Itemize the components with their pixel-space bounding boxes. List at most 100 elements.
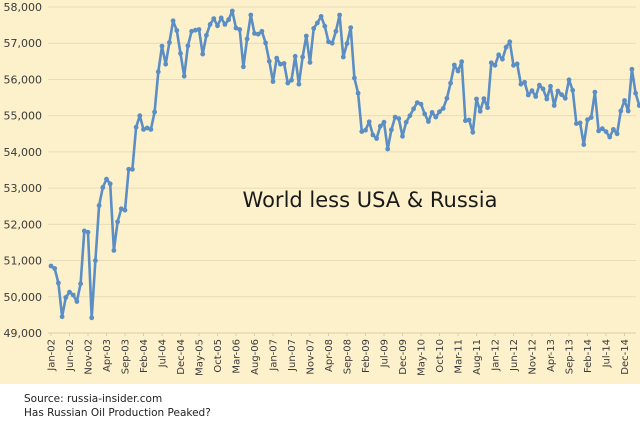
data-point — [599, 126, 605, 132]
data-point — [507, 39, 513, 45]
x-tick-label: May-10 — [417, 339, 428, 376]
chart-area: 49,000 50,000 51,000 52,000 53,000 54,000 55,0… — [0, 0, 640, 384]
data-point — [289, 77, 294, 83]
data-point — [496, 52, 502, 58]
data-point — [566, 77, 572, 83]
data-point — [96, 203, 102, 208]
x-tick-label: Jul-14 — [602, 339, 613, 368]
data-point — [477, 108, 483, 114]
x-tick-label: Mar-11 — [454, 339, 465, 374]
data-point — [118, 206, 124, 212]
x-tick-label: Jul-04 — [158, 339, 169, 368]
x-tick-label: Sep-08 — [343, 339, 354, 374]
x-tick-label: Aug-11 — [472, 339, 483, 375]
data-point — [296, 81, 302, 87]
y-tick-label: 53,000 — [4, 182, 43, 195]
data-point — [307, 60, 313, 65]
y-tick-label: 58,000 — [4, 1, 43, 14]
data-point — [155, 69, 161, 75]
data-point — [374, 136, 379, 141]
data-point — [407, 113, 413, 119]
data-point — [170, 18, 176, 24]
data-point — [463, 118, 468, 124]
data-point — [511, 62, 516, 68]
data-point — [104, 176, 109, 182]
data-point — [451, 62, 457, 68]
y-tick-label: 49,000 — [4, 327, 43, 340]
x-tick-label: Dec-04 — [176, 339, 187, 375]
data-point — [70, 292, 76, 298]
data-point — [233, 25, 239, 31]
data-point — [89, 315, 95, 321]
data-point — [93, 258, 98, 263]
data-point — [466, 117, 472, 123]
x-tick-label: Oct-05 — [213, 339, 224, 373]
data-point — [488, 60, 494, 66]
data-point — [229, 8, 235, 14]
data-point — [363, 127, 368, 133]
data-point — [333, 28, 339, 34]
data-point — [237, 27, 243, 32]
y-tick-label: 52,000 — [4, 218, 43, 231]
data-point — [159, 43, 165, 49]
x-tick-label: Jan-07 — [269, 339, 280, 372]
data-point — [337, 12, 342, 18]
data-point — [614, 131, 620, 137]
data-point — [56, 280, 61, 286]
data-point — [585, 117, 590, 123]
data-point — [537, 82, 542, 88]
data-point — [192, 27, 198, 33]
data-point — [270, 79, 276, 84]
source-text: Source: russia-insider.com — [24, 393, 163, 405]
data-point — [485, 105, 490, 111]
data-point — [577, 120, 583, 126]
data-point — [596, 128, 601, 134]
data-point — [574, 121, 579, 126]
data-point — [111, 248, 117, 253]
chart-title: World less USA & Russia — [243, 188, 498, 212]
data-point — [211, 16, 217, 21]
data-point — [241, 64, 246, 70]
x-tick-label: Dec-14 — [620, 339, 631, 375]
data-point — [196, 27, 202, 32]
x-tick-label: Apr-03 — [102, 339, 113, 372]
data-point — [618, 108, 624, 114]
x-tick-label: Sep-03 — [121, 339, 132, 374]
data-point — [137, 113, 143, 119]
line-chart: 49,000 50,000 51,000 52,000 53,000 54,000 55,0… — [4, 1, 640, 376]
x-tick-label: Aug-06 — [250, 339, 261, 375]
y-tick-label: 51,000 — [4, 255, 43, 268]
data-point — [522, 79, 527, 85]
x-tick-label: Apr-08 — [324, 339, 335, 372]
data-point — [85, 229, 91, 235]
data-point — [263, 40, 268, 46]
data-point — [455, 68, 461, 74]
data-point — [592, 89, 598, 95]
x-tick-label: Nov-12 — [528, 339, 539, 375]
data-point — [63, 295, 69, 300]
data-point — [300, 54, 305, 60]
data-point — [326, 39, 331, 45]
x-tick-label: Jan-12 — [491, 339, 502, 372]
data-point — [492, 62, 498, 68]
data-point — [318, 14, 324, 19]
data-point — [100, 185, 106, 190]
y-tick-label: 54,000 — [4, 146, 43, 159]
data-point — [625, 108, 631, 114]
data-point — [178, 51, 183, 56]
data-point — [278, 61, 283, 67]
data-point — [126, 166, 132, 172]
data-point — [344, 41, 350, 46]
data-point — [603, 129, 609, 135]
data-point — [303, 33, 309, 39]
data-point — [403, 119, 409, 125]
data-point — [167, 40, 172, 45]
data-point — [189, 28, 195, 34]
data-point — [636, 103, 640, 108]
data-point — [481, 96, 487, 101]
data-point — [470, 129, 476, 135]
x-tick-label: Jun-02 — [65, 339, 76, 372]
y-tick-label: 50,000 — [4, 291, 43, 304]
data-point — [215, 23, 220, 29]
data-point — [115, 219, 120, 225]
